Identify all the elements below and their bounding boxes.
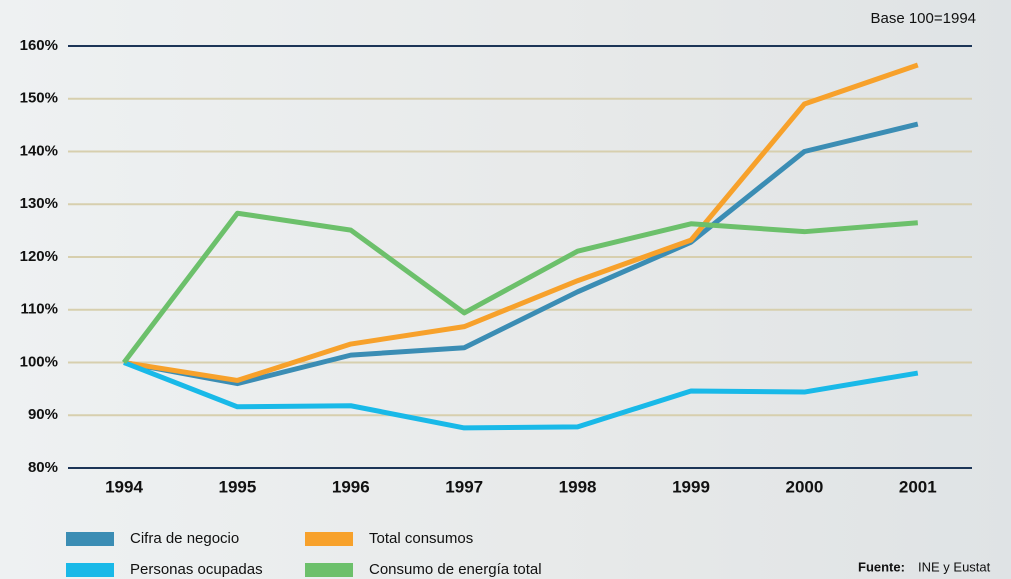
y-tick-label: 150% <box>20 90 58 107</box>
chart: Base 100=1994 Fuente: INE y Eustat 80% 90… <box>0 0 1011 579</box>
legend-label: Consumo de energía total <box>369 561 542 578</box>
y-tick-label: 140% <box>20 142 58 159</box>
source-label: Fuente: <box>858 559 905 574</box>
y-tick-label: 130% <box>20 195 58 212</box>
x-tick-label: 2001 <box>899 477 937 496</box>
x-tick-label: 2000 <box>785 477 823 496</box>
source: INE y Eustat <box>918 559 991 574</box>
x-tick-label: 1995 <box>218 477 256 496</box>
legend-swatch <box>66 532 114 546</box>
y-tick-label: 100% <box>20 353 58 370</box>
legend-label: Cifra de negocio <box>130 530 239 547</box>
x-tick-label: 1998 <box>559 477 597 496</box>
x-tick-label: 1997 <box>445 477 483 496</box>
legend-label: Personas ocupadas <box>130 561 263 578</box>
x-tick-label: 1999 <box>672 477 710 496</box>
x-tick-label: 1994 <box>105 477 143 496</box>
legend-swatch <box>66 563 114 577</box>
y-tick-label: 90% <box>28 406 58 423</box>
y-tick-label: 120% <box>20 248 58 265</box>
y-tick-label: 80% <box>28 459 58 476</box>
x-tick-label: 1996 <box>332 477 370 496</box>
legend-swatch <box>305 532 353 546</box>
y-tick-label: 110% <box>20 301 58 318</box>
y-tick-label: 160% <box>20 37 58 54</box>
legend-swatch <box>305 563 353 577</box>
legend-label: Total consumos <box>369 530 473 547</box>
annotation: Base 100=1994 <box>870 10 976 27</box>
